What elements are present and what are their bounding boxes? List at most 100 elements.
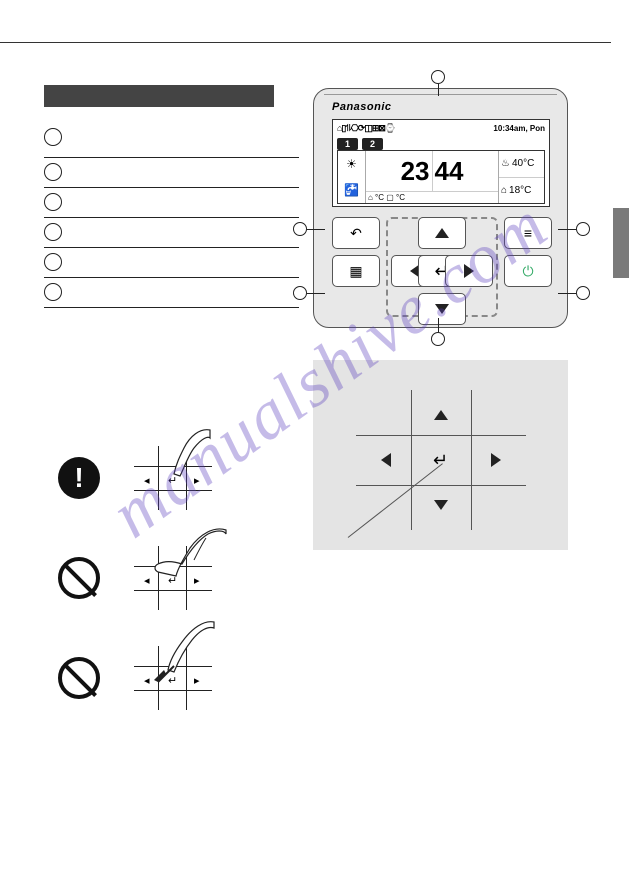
sun-icon: ☀ [346,157,357,171]
lcd-main: ☀ 🚰 23 44 ⌂ °C ▢ °C ♨ 40°C [337,150,545,204]
status-icons: ⌂▯⥮⎔⟳◫⊞⊠⌚ [337,123,395,134]
legend-row [44,158,299,188]
mini-pad: ◂ ↵ ▸ [134,646,212,710]
callout-bottom [431,332,445,346]
outdoor-temp: 18°C [509,185,531,196]
up-button[interactable] [418,217,466,249]
power-icon: ⏻ [522,263,533,280]
callout-line [438,84,439,96]
right-button[interactable] [445,255,493,287]
legend-number [44,253,62,271]
lcd-temps: 23 44 [366,151,498,191]
lcd-bottom-row: ⌂ °C ▢ °C [366,191,498,203]
section-heading [44,85,274,107]
remote-controller-illustration: Panasonic ⌂▯⥮⎔⟳◫⊞⊠⌚ 10:34am, Pon 1 2 ☀ 🚰… [313,88,568,328]
tank-temp: 40°C [512,158,534,169]
grid-left [356,435,416,485]
cross-key-detail: ↵ [313,360,568,550]
callout-line [307,293,325,294]
remote-top-line [324,94,557,95]
legend-row [44,278,299,308]
left-icon [381,453,391,467]
power-button[interactable]: ⏻ [504,255,552,287]
callout-right-2 [576,286,590,300]
zone-1-chip: 1 [337,138,358,150]
tank-temp-row: ♨ 40°C [499,151,544,178]
left-icon: ◂ [144,574,150,587]
grid-right [466,435,526,485]
page-top-rule [0,42,611,43]
tap-icon: 🚰 [344,183,359,197]
up-icon [434,410,448,420]
home-icon: ⌂ [501,185,507,196]
callout-right-1 [576,222,590,236]
legend-list [44,118,299,308]
legend-row [44,118,299,158]
callout-line [558,229,576,230]
mini-pad: ◂ ↵ ▸ [134,446,212,510]
callout-line [558,293,576,294]
hand-pen-icon [144,620,224,686]
remote-body: Panasonic ⌂▯⥮⎔⟳◫⊞⊠⌚ 10:34am, Pon 1 2 ☀ 🚰… [313,88,568,328]
back-icon: ↶ [350,225,362,242]
prohibit-icon [58,657,100,699]
legend-number [44,128,62,146]
down-button[interactable] [418,293,466,325]
right-icon [491,453,501,467]
prohibit-icon [58,557,100,599]
right-icon: ▸ [194,474,200,487]
right-icon: ▸ [194,674,200,687]
callout-left-1 [293,222,307,236]
page-side-tab [613,208,629,278]
tank-icon: ♨ [501,158,510,169]
grid-down [411,480,471,530]
clock-label: 10:34am, Pon [493,124,545,133]
lcd-right-col: ♨ 40°C ⌂ 18°C [498,151,544,203]
howto-correct: ! ◂ ↵ ▸ [58,428,288,528]
callout-line [438,318,439,332]
grid-icon: ▦ [349,263,362,280]
brand-label: Panasonic [332,101,392,113]
lcd-center: 23 44 ⌂ °C ▢ °C [366,151,498,203]
left-icon: ◂ [144,674,150,687]
legend-number [44,223,62,241]
howto-two-finger: ◂ ↵ ▸ [58,528,288,628]
lcd-left-icons: ☀ 🚰 [338,151,366,203]
main-button[interactable]: ▦ [332,255,380,287]
lcd-screen: ⌂▯⥮⎔⟳◫⊞⊠⌚ 10:34am, Pon 1 2 ☀ 🚰 23 44 [332,119,550,207]
legend-number [44,283,62,301]
temp-zone-1: 23 [401,158,430,184]
callout-top [431,70,445,84]
right-icon: ▸ [194,574,200,587]
howto-pen: ◂ ↵ ▸ [58,628,288,728]
lcd-zones: 1 2 [337,138,383,150]
enter-icon: ↵ [168,574,177,587]
lcd-divider [432,151,433,191]
outdoor-row: ⌂ 18°C [499,178,544,204]
legend-number [44,163,62,181]
lcd-statusbar: ⌂▯⥮⎔⟳◫⊞⊠⌚ 10:34am, Pon [337,122,545,135]
zone-2-chip: 2 [362,138,383,150]
menu-icon: ≡ [524,225,532,241]
down-icon [435,304,449,314]
temp-zone-2: 44 [435,158,464,184]
cross-grid: ↵ [356,390,526,530]
grid-enter: ↵ [411,435,471,485]
legend-number [44,193,62,211]
menu-button[interactable]: ≡ [504,217,552,249]
legend-row [44,218,299,248]
callout-line [307,229,325,230]
down-icon [434,500,448,510]
mandatory-icon: ! [58,457,100,499]
enter-icon: ↵ [168,474,177,487]
legend-row [44,248,299,278]
back-button[interactable]: ↶ [332,217,380,249]
right-icon [464,264,474,278]
two-finger-icon [148,526,238,586]
up-icon [435,228,449,238]
howto-section: ! ◂ ↵ ▸ ◂ ↵ ▸ [58,428,288,728]
grid-up [411,390,471,440]
legend-row [44,188,299,218]
left-icon: ◂ [144,474,150,487]
mini-pad: ◂ ↵ ▸ [134,546,212,610]
